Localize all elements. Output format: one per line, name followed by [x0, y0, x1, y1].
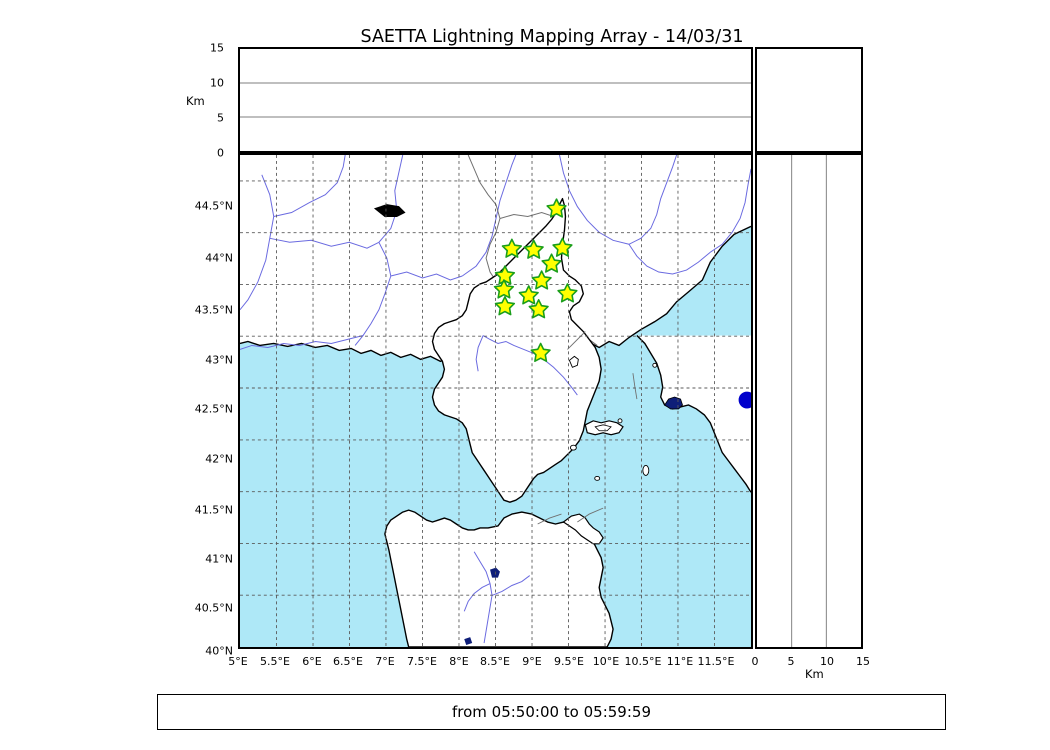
- tick-lon-8-5: 8.5°E: [480, 655, 510, 668]
- time-range-box: from 05:50:00 to 05:59:59: [157, 694, 946, 730]
- tick-lon-9-5: 9.5°E: [554, 655, 584, 668]
- tick-lat-41-5: 41.5°N: [194, 503, 233, 517]
- tick-right-x-15: 15: [856, 655, 870, 668]
- tick-right-x-0: 0: [751, 655, 759, 668]
- tick-right-x-5: 5: [787, 655, 795, 668]
- top-panel-axis-label: Km: [186, 94, 205, 108]
- tick-lon-10: 10°E: [592, 655, 620, 668]
- tick-lon-11: 11°E: [666, 655, 694, 668]
- altitude-longitude-panel[interactable]: [238, 47, 753, 153]
- top-right-corner-panel[interactable]: [755, 47, 863, 153]
- tick-lat-43: 43°N: [205, 353, 233, 367]
- map-plot: [240, 155, 751, 647]
- tick-lat-43-5: 43.5°N: [194, 303, 233, 317]
- map-panel[interactable]: [238, 153, 753, 649]
- altitude-longitude-plot: [240, 82, 751, 118]
- top-right-corner-plot: [757, 49, 861, 151]
- page-title: SAETTA Lightning Mapping Array - 14/03/3…: [360, 27, 744, 47]
- tick-lat-42: 42°N: [205, 452, 233, 466]
- tick-lat-40-5: 40.5°N: [194, 601, 233, 615]
- tick-lon-7-5: 7.5°E: [407, 655, 437, 668]
- tick-lon-6-5: 6.5°E: [333, 655, 363, 668]
- tick-top-y-15: 15: [210, 41, 224, 55]
- time-range-text: from 05:50:00 to 05:59:59: [451, 703, 651, 721]
- tick-lon-5: 5°E: [228, 655, 248, 668]
- tick-lon-8: 8°E: [449, 655, 469, 668]
- tick-lat-40: 40°N: [205, 644, 233, 658]
- reference-point-marker: [738, 391, 751, 409]
- tick-lat-41: 41°N: [205, 552, 233, 566]
- tick-top-y-0: 0: [217, 146, 224, 160]
- altitude-latitude-plot: [791, 155, 827, 647]
- tick-lon-10-5: 10.5°E: [624, 655, 662, 668]
- tick-lat-44: 44°N: [205, 251, 233, 265]
- tick-top-y-10: 10: [210, 76, 224, 90]
- tick-lon-11-5: 11.5°E: [697, 655, 735, 668]
- tick-lon-5-5: 5.5°E: [260, 655, 290, 668]
- tick-right-x-10: 10: [820, 655, 834, 668]
- tick-lat-44-5: 44.5°N: [194, 199, 233, 213]
- station-markers: [493, 198, 578, 363]
- altitude-latitude-panel[interactable]: [755, 153, 863, 649]
- tick-lon-6: 6°E: [302, 655, 322, 668]
- tick-lon-7: 7°E: [375, 655, 395, 668]
- tick-top-y-5: 5: [217, 111, 224, 125]
- right-panel-axis-label: Km: [805, 667, 824, 681]
- tick-lon-9: 9°E: [522, 655, 542, 668]
- tick-lat-42-5: 42.5°N: [194, 402, 233, 416]
